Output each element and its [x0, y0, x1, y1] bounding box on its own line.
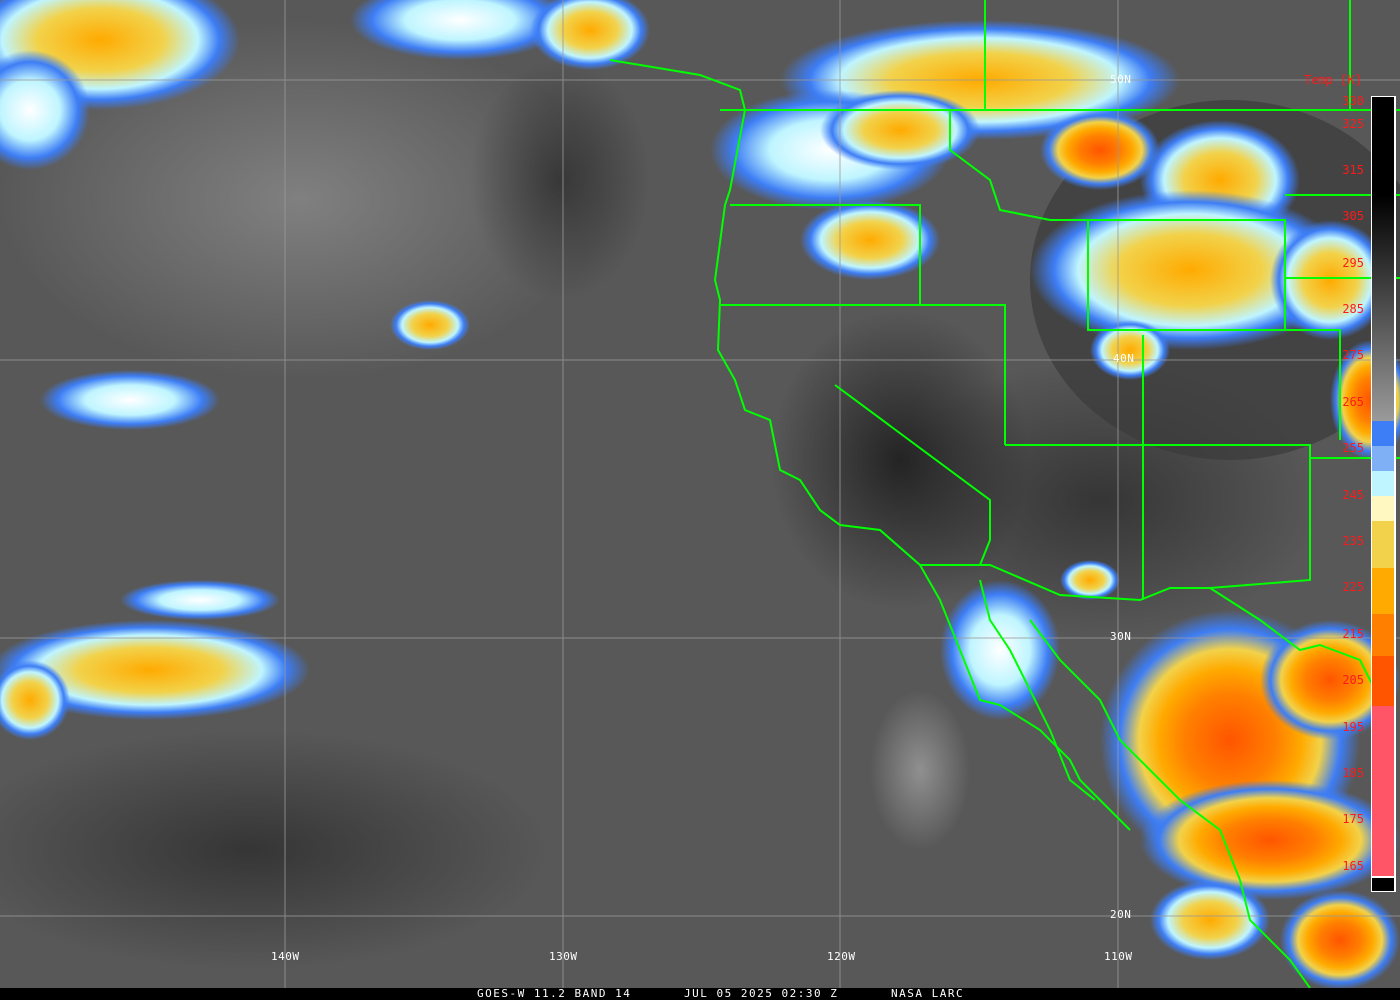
- lat-label-50n: 50N: [1110, 73, 1132, 86]
- lon-label-140w: 140W: [271, 950, 300, 963]
- colorbar-tick-label: 185: [1342, 766, 1364, 780]
- lat-label-40n: 40N: [1113, 352, 1135, 365]
- colorbar-tick-label: 235: [1342, 534, 1364, 548]
- caption-bar: GOES-W 11.2 BAND 14 JUL 05 2025 02:30 Z …: [0, 987, 1400, 1000]
- colorbar-tick-label: 295: [1342, 256, 1364, 270]
- agency-label: NASA LARC: [891, 987, 965, 1000]
- colorbar-tick-label: 315: [1342, 163, 1364, 177]
- colorbar-tick-label: 245: [1342, 488, 1364, 502]
- colorbar-tick-label: 175: [1342, 812, 1364, 826]
- colorbar-tick-label: 255: [1342, 441, 1364, 455]
- datetime-label: JUL 05 2025 02:30 Z: [684, 987, 839, 1000]
- colorbar-tick-label: 165: [1342, 859, 1364, 873]
- temperature-colorbar: [1371, 96, 1396, 892]
- lat-label-30n: 30N: [1110, 630, 1132, 643]
- colorbar-tick-label: 325: [1342, 117, 1364, 131]
- colorbar-tick-label: 195: [1342, 720, 1364, 734]
- colorbar-tick-label: 215: [1342, 627, 1364, 641]
- colorbar-tick-label: 285: [1342, 302, 1364, 316]
- satellite-band-label: GOES-W 11.2 BAND 14: [477, 987, 632, 1000]
- lon-label-110w: 110W: [1104, 950, 1133, 963]
- colorbar-title: Temp [K]: [1304, 73, 1362, 87]
- colorbar-tick-label: 205: [1342, 673, 1364, 687]
- lon-label-130w: 130W: [549, 950, 578, 963]
- colorbar-tick-label: 225: [1342, 580, 1364, 594]
- colorbar-tick-label: 265: [1342, 395, 1364, 409]
- lon-label-120w: 120W: [827, 950, 856, 963]
- colorbar-tick-label: 330: [1342, 94, 1364, 108]
- political-borders: [609, 0, 1400, 988]
- colorbar-tick-label: 275: [1342, 348, 1364, 362]
- colorbar-tick-label: 305: [1342, 209, 1364, 223]
- lat-label-20n: 20N: [1110, 908, 1132, 921]
